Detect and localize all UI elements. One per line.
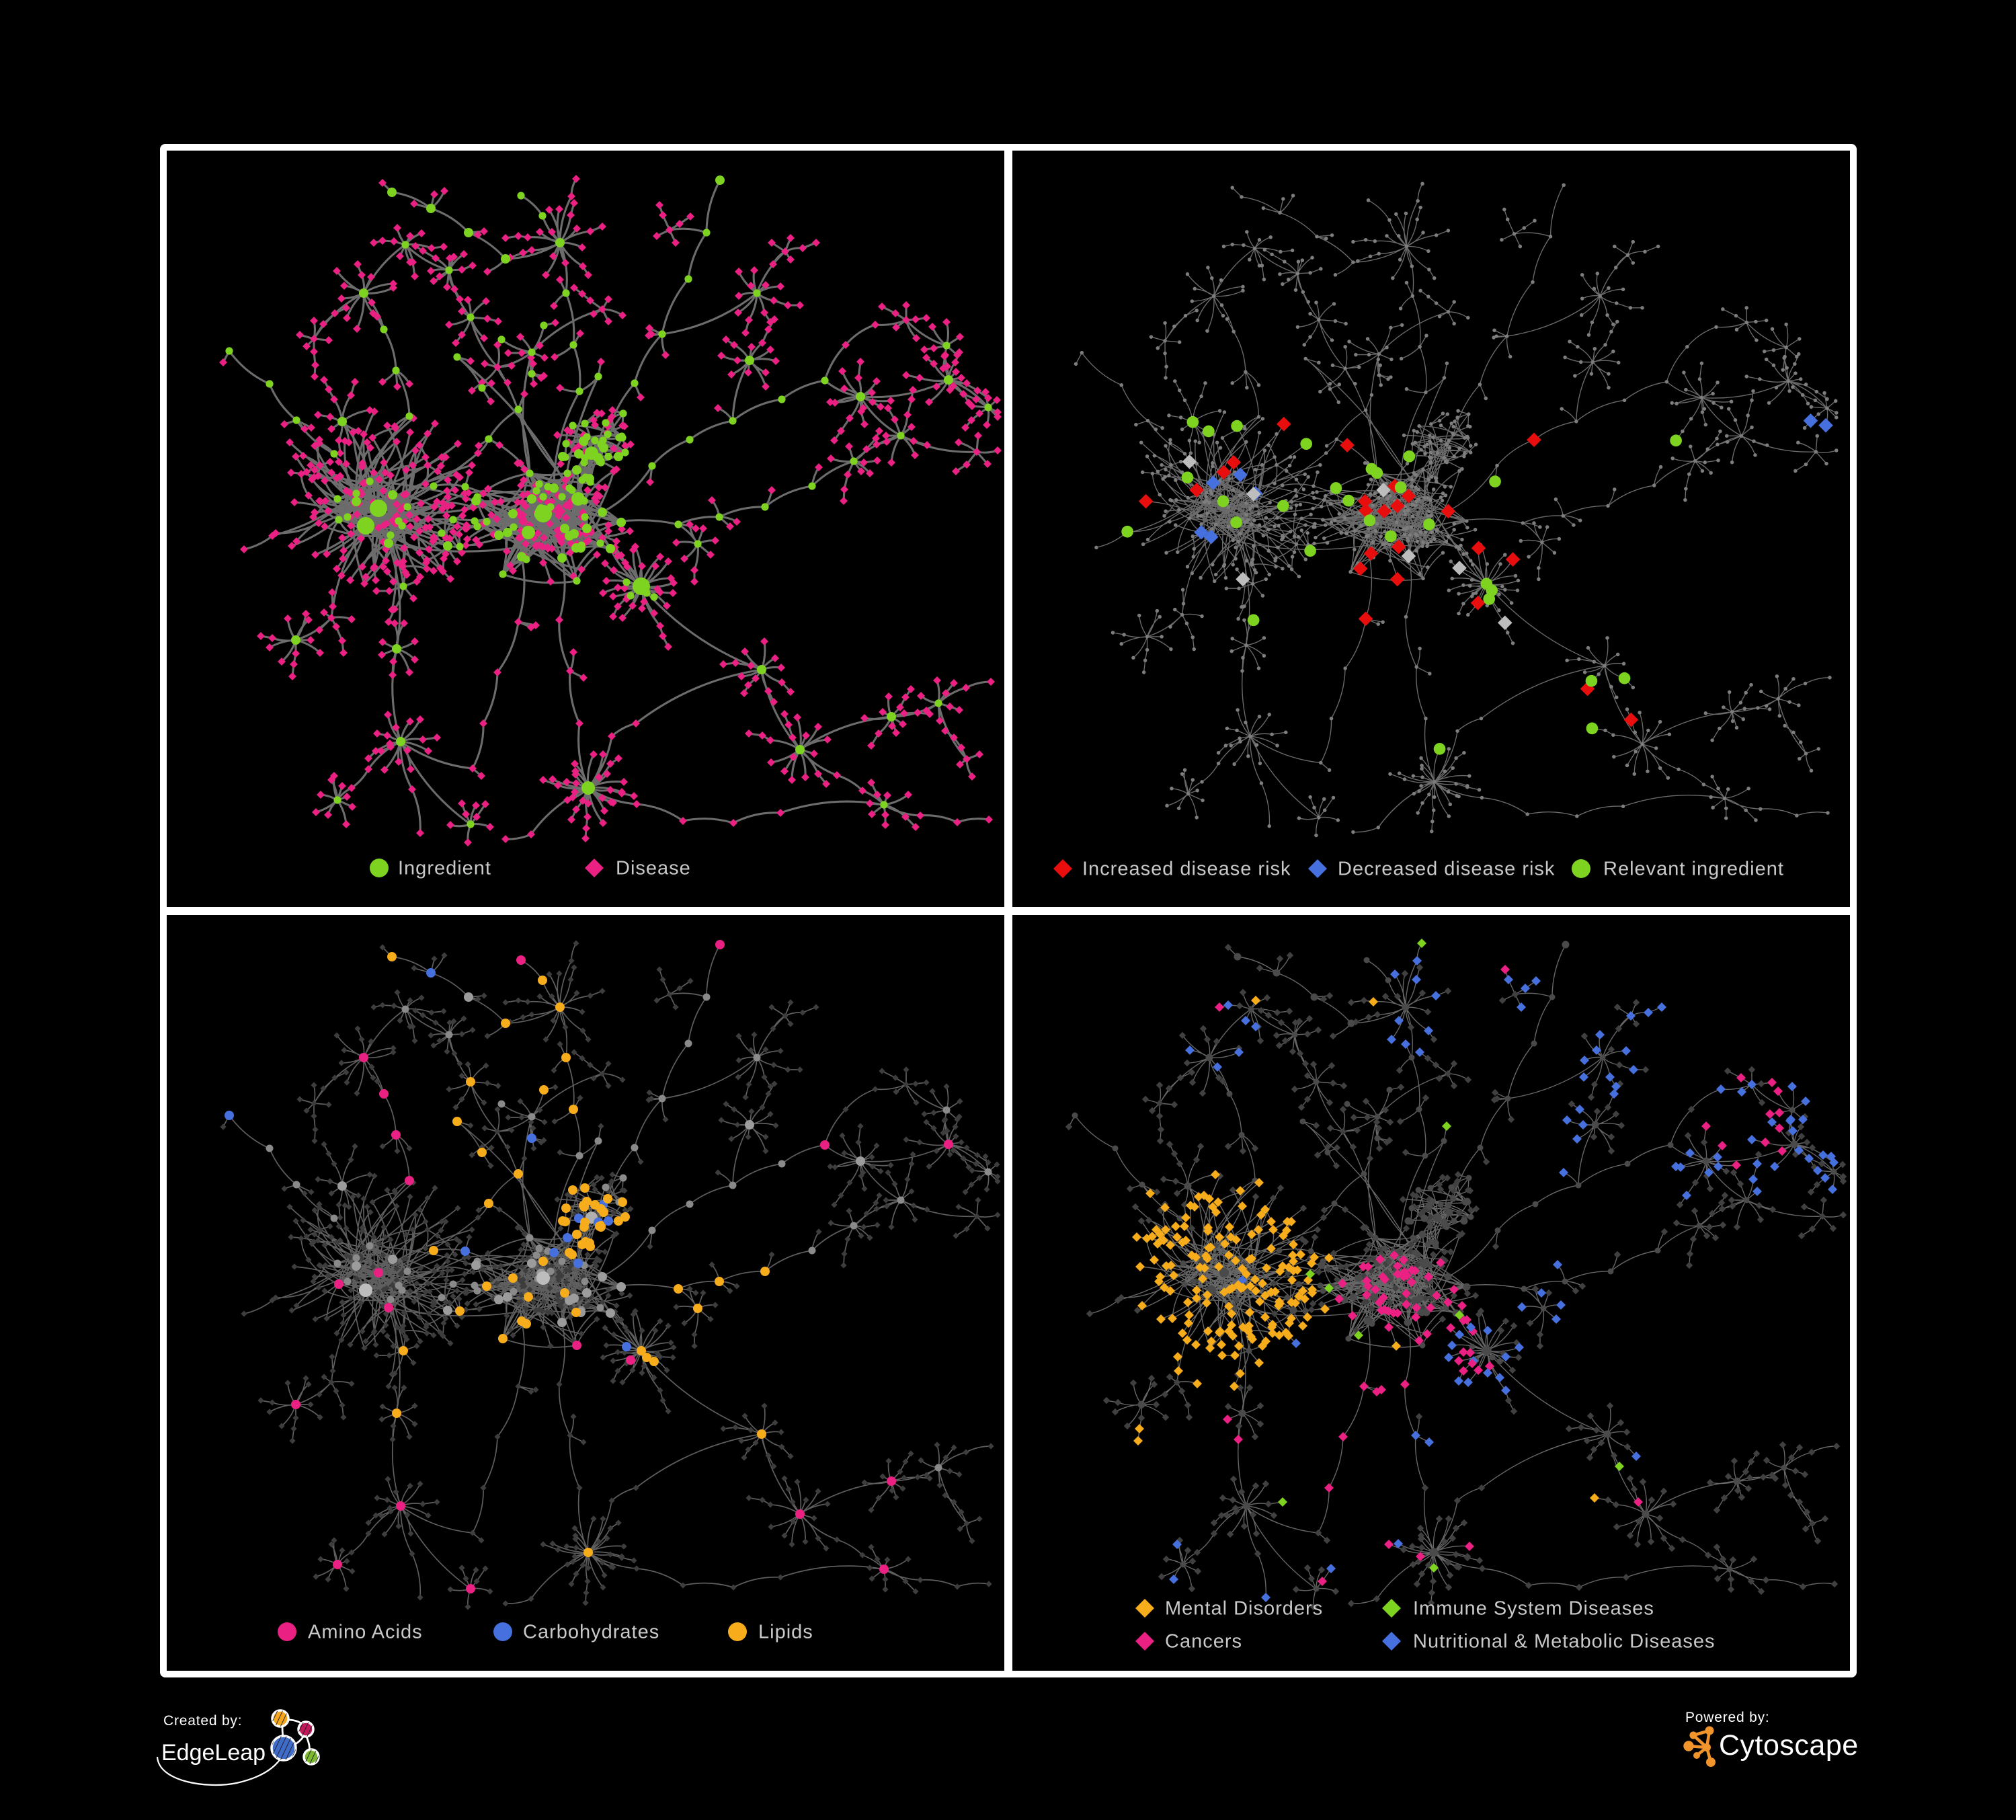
svg-text:Created by:: Created by: bbox=[163, 1713, 242, 1729]
svg-text:Powered by:: Powered by: bbox=[1685, 1710, 1770, 1725]
svg-text:Relevant ingredient: Relevant ingredient bbox=[1603, 859, 1784, 880]
svg-text:Lipids: Lipids bbox=[758, 1621, 813, 1643]
svg-text:EdgeLeap: EdgeLeap bbox=[161, 1740, 266, 1766]
svg-text:Ingredient: Ingredient bbox=[398, 858, 491, 879]
svg-text:Mental Disorders: Mental Disorders bbox=[1165, 1597, 1323, 1619]
svg-text:Carbohydrates: Carbohydrates bbox=[523, 1621, 659, 1643]
svg-text:Immune System Diseases: Immune System Diseases bbox=[1413, 1597, 1654, 1619]
svg-text:Nutritional & Metabolic Diseas: Nutritional & Metabolic Diseases bbox=[1413, 1630, 1715, 1652]
svg-text:Increased disease risk: Increased disease risk bbox=[1082, 859, 1291, 880]
svg-text:Disease: Disease bbox=[616, 858, 691, 879]
svg-text:Amino Acids: Amino Acids bbox=[308, 1621, 423, 1643]
svg-text:Decreased disease risk: Decreased disease risk bbox=[1338, 859, 1555, 880]
svg-text:Cancers: Cancers bbox=[1165, 1630, 1242, 1652]
svg-text:Cytoscape: Cytoscape bbox=[1719, 1729, 1859, 1762]
